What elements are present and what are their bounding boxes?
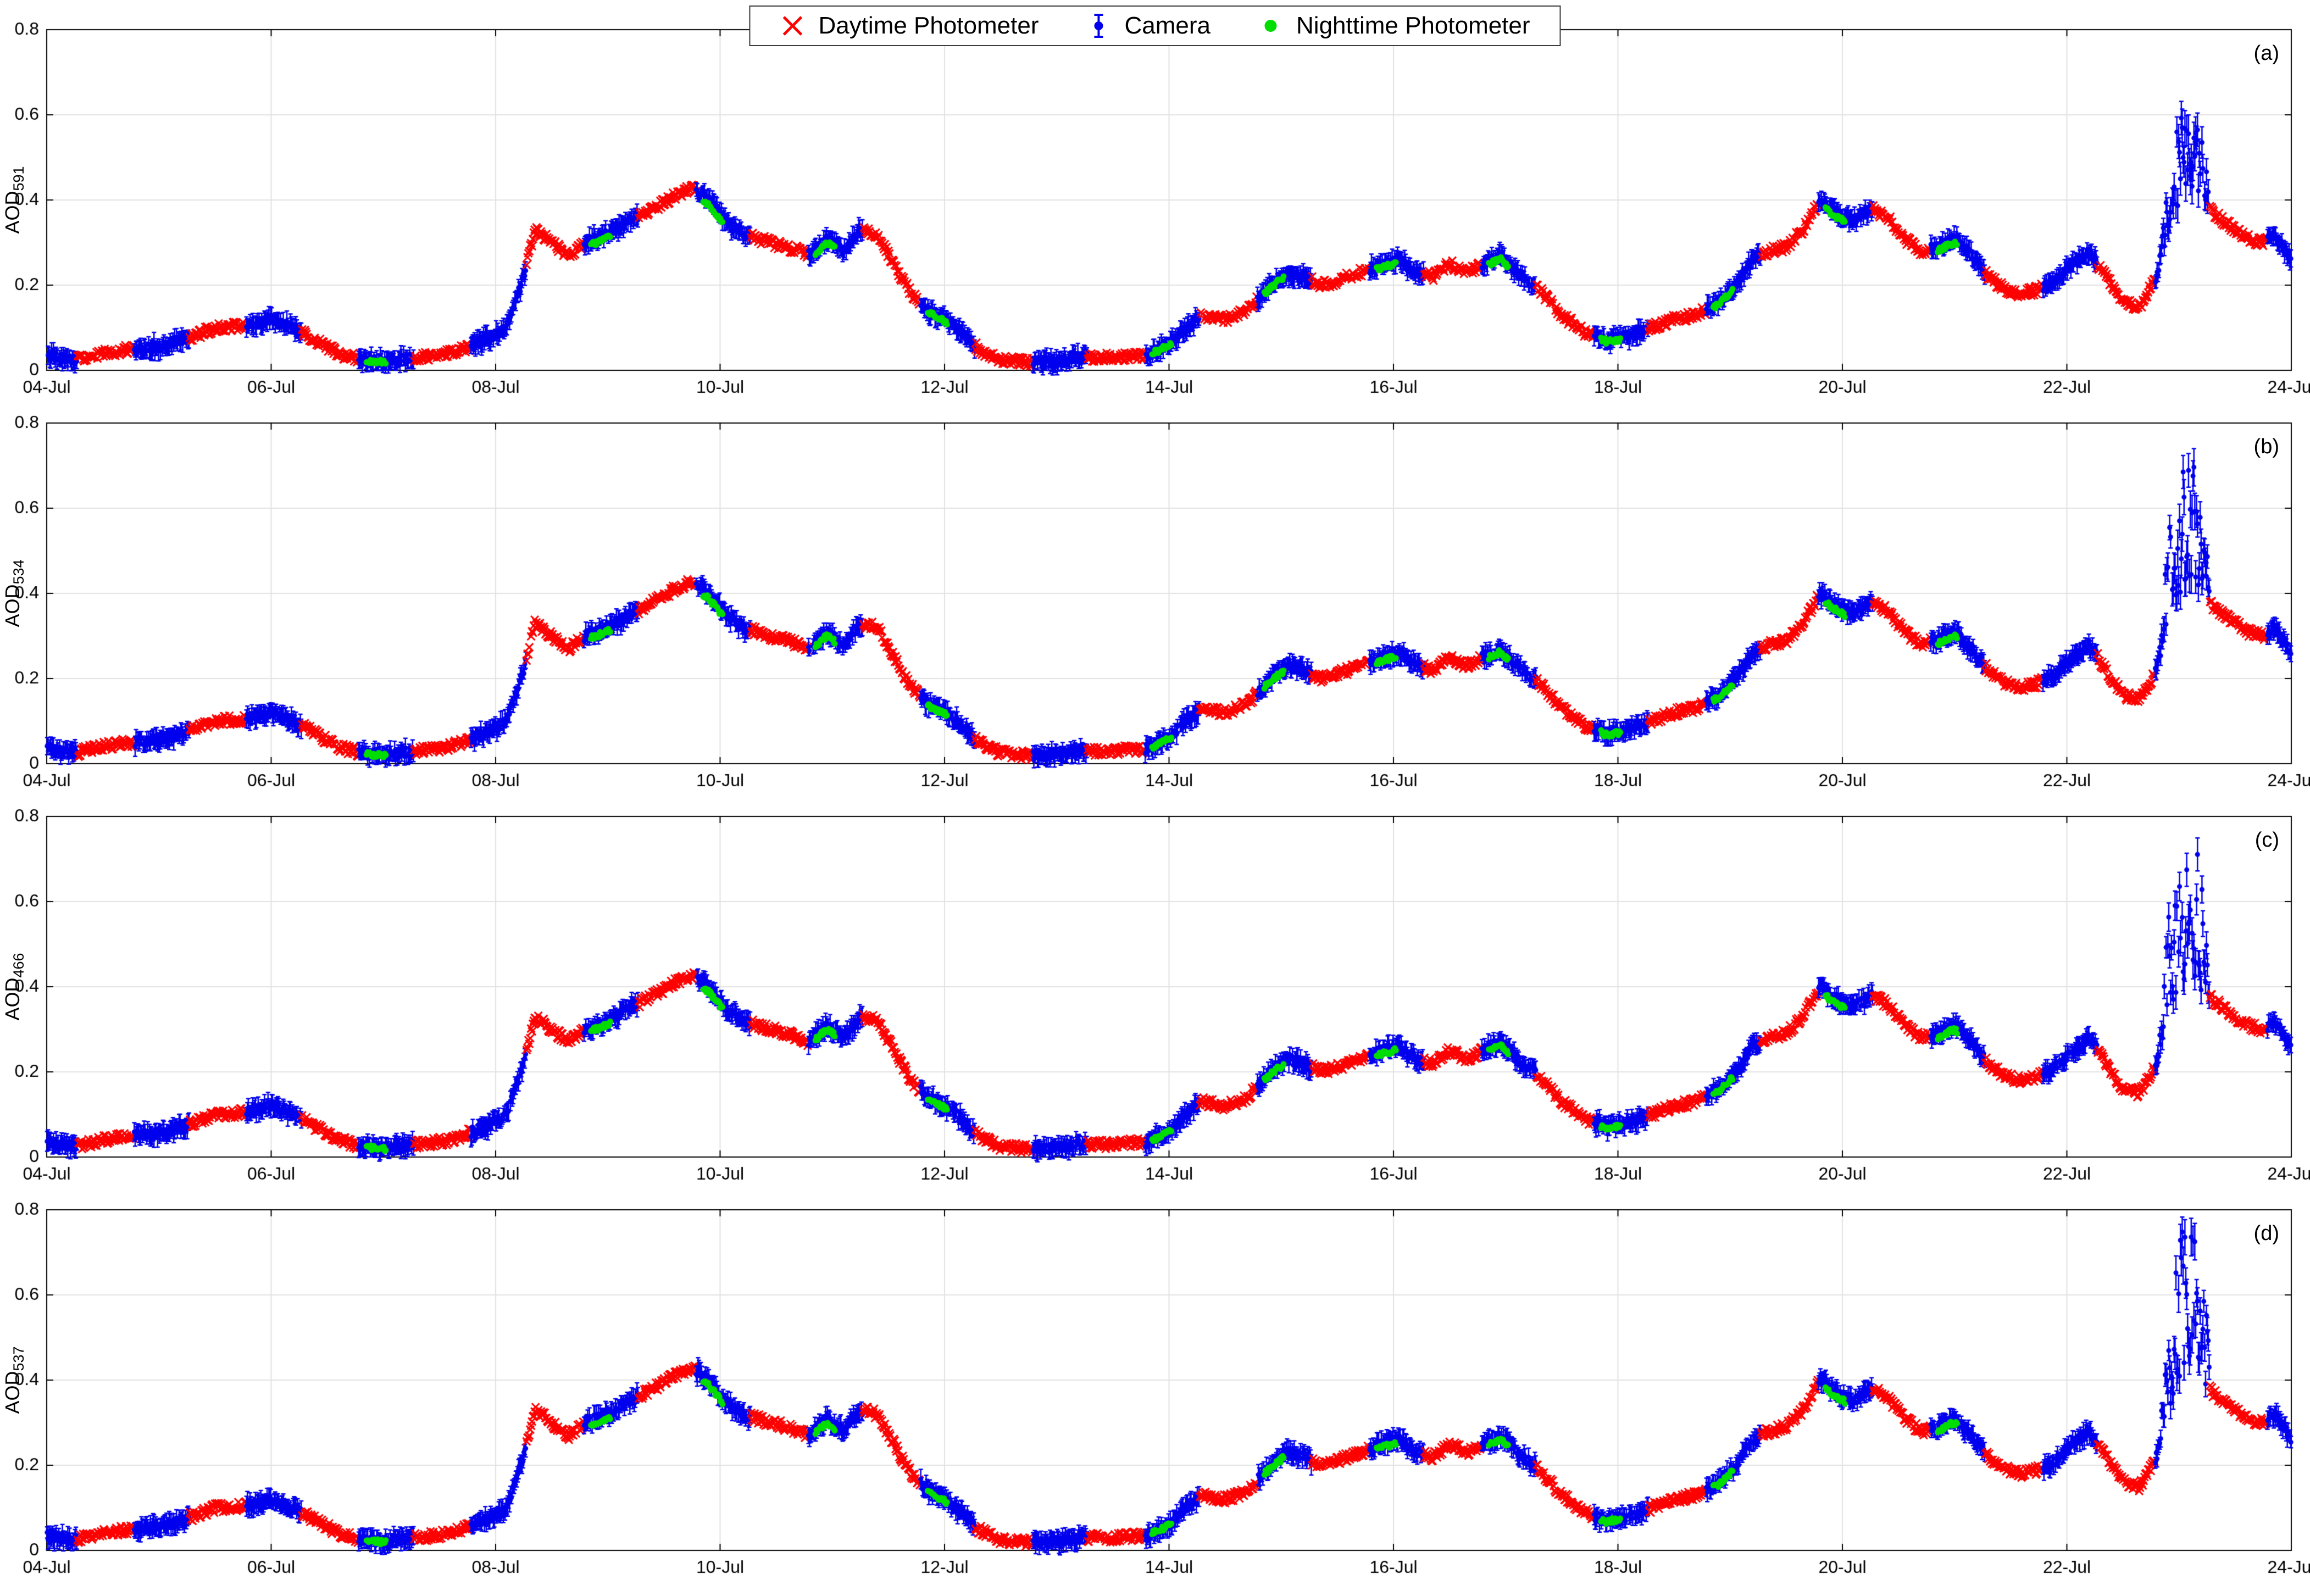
legend-item-daytime-photometer: Daytime Photometer: [780, 12, 1039, 40]
panel-c: AOD466 (c): [0, 809, 2310, 1202]
legend-label-nighttime-photometer: Nighttime Photometer: [1296, 12, 1530, 39]
legend-label-daytime-photometer: Daytime Photometer: [818, 12, 1039, 39]
panel-d: AOD537 (d): [0, 1202, 2310, 1595]
y-axis-label-c: AOD466: [1, 953, 27, 1021]
legend: Daytime Photometer Camera Nighttime Phot…: [749, 5, 1561, 46]
y-axis-label-b: AOD534: [1, 559, 27, 627]
plot-canvas-d: [0, 1202, 2310, 1595]
legend-label-camera: Camera: [1124, 12, 1211, 39]
panel-tag-a: (a): [2253, 42, 2279, 65]
panel-tag-b: (b): [2253, 435, 2279, 458]
plot-canvas-b: [0, 415, 2310, 809]
panel-tag-c: (c): [2255, 828, 2279, 852]
y-axis-label-a: AOD591: [1, 166, 27, 234]
legend-item-camera: Camera: [1086, 12, 1211, 40]
y-axis-label-d: AOD537: [1, 1346, 27, 1414]
nighttime-photometer-dot-icon: [1264, 20, 1277, 32]
panel-a: AOD591 (a): [0, 22, 2310, 415]
daytime-photometer-x-icon: [782, 16, 803, 36]
plot-canvas-c: [0, 809, 2310, 1202]
legend-item-nighttime-photometer: Nighttime Photometer: [1258, 12, 1530, 40]
plot-canvas-a: [0, 22, 2310, 415]
panel-tag-d: (d): [2253, 1222, 2279, 1245]
panel-b: AOD534 (b): [0, 415, 2310, 809]
camera-errorbar-icon: [1094, 14, 1103, 38]
